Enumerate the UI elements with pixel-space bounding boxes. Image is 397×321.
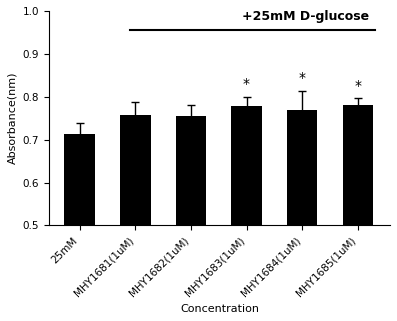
Text: *: * [243,77,250,91]
Text: +25mM D-glucose: +25mM D-glucose [242,10,369,22]
Y-axis label: Absorbance(nm): Absorbance(nm) [7,72,17,164]
Bar [287,110,318,321]
Bar [120,115,150,321]
Bar [343,105,373,321]
Text: *: * [299,71,306,85]
Bar [175,116,206,321]
X-axis label: Concentration: Concentration [180,304,259,314]
Text: *: * [355,79,361,93]
Bar [64,134,95,321]
Bar [231,106,262,321]
